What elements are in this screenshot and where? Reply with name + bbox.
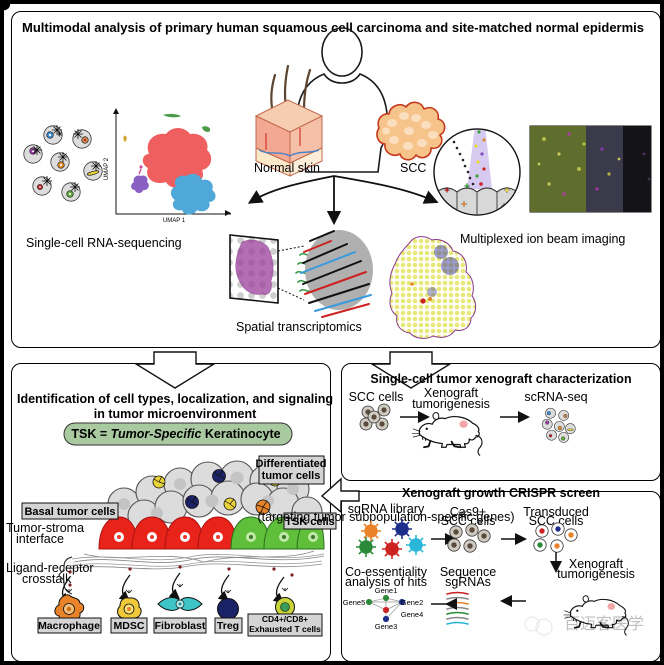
svg-text:sgRNAs: sgRNAs [445, 575, 491, 589]
svg-text:Xenograft growth CRISPR screen: Xenograft growth CRISPR screen [402, 486, 600, 500]
svg-text:Gene4: Gene4 [401, 610, 424, 619]
svg-text:tumorigenesis: tumorigenesis [557, 567, 635, 581]
svg-text:Gene5: Gene5 [343, 598, 366, 607]
svg-text:百迈客医学: 百迈客医学 [564, 615, 644, 633]
svg-text:Gene2: Gene2 [401, 598, 424, 607]
svg-text:Gene3: Gene3 [375, 622, 398, 631]
svg-text:Gene1: Gene1 [375, 586, 398, 595]
